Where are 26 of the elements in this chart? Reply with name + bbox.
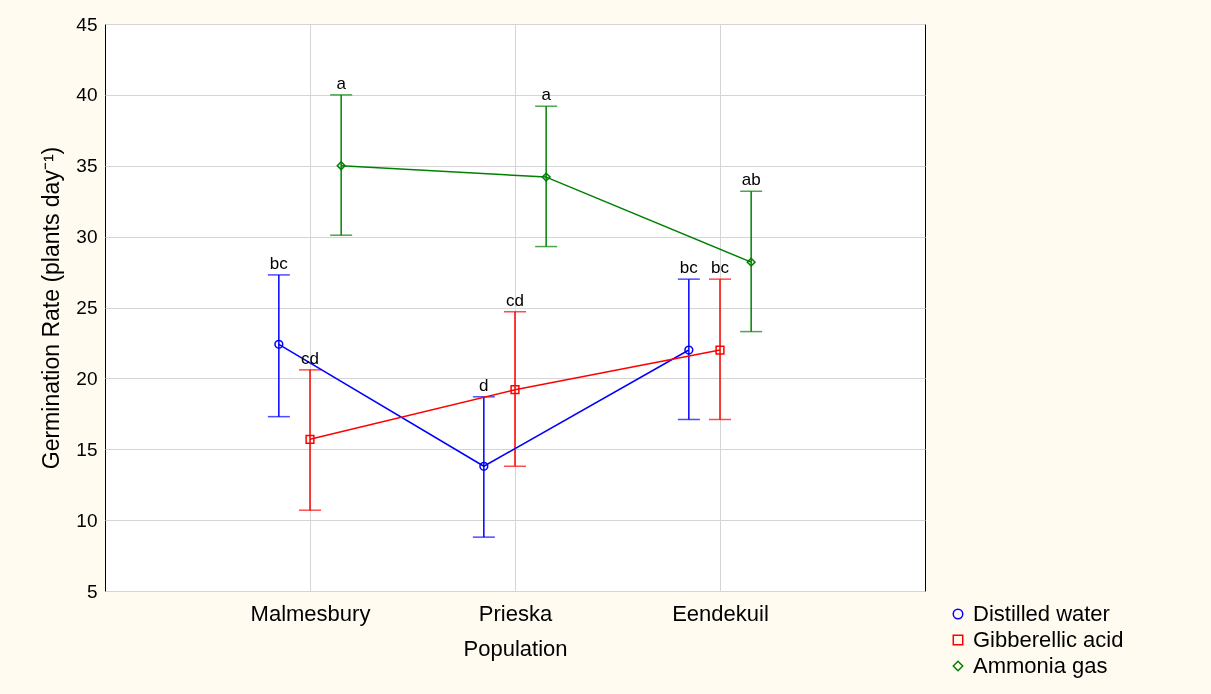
y-tick-label: 5: [86, 580, 98, 602]
annotation: bc: [269, 253, 289, 273]
x-axis-title: Population: [463, 635, 568, 661]
annotation: d: [479, 375, 489, 395]
annotation: ab: [741, 170, 761, 190]
annotation: a: [541, 85, 552, 105]
x-tick-label: Prieska: [478, 600, 553, 626]
y-tick-label: 25: [76, 297, 98, 318]
x-tick-label: Malmesbury: [250, 600, 371, 626]
y-tick-label: 35: [76, 155, 98, 177]
legend-label: Distilled water: [973, 601, 1110, 626]
y-axis-title: Germination Rate (plants day⁻¹): [38, 146, 65, 470]
legend-label: Gibberellic acid: [973, 627, 1124, 652]
legend-label: Ammonia gas: [973, 653, 1108, 678]
y-tick-label: 15: [76, 438, 98, 460]
annotation: bc: [711, 258, 730, 278]
y-tick-label: 40: [76, 84, 98, 106]
annotation: bc: [679, 258, 699, 278]
y-tick-label: 30: [76, 226, 98, 248]
annotation: a: [336, 73, 347, 93]
y-tick-label: 20: [76, 367, 98, 389]
y-tick-label: 45: [76, 13, 98, 35]
annotation: cd: [506, 290, 524, 310]
y-tick-label: 10: [76, 509, 98, 531]
x-tick-label: Eendekuil: [672, 600, 769, 626]
annotation: cd: [301, 348, 319, 368]
